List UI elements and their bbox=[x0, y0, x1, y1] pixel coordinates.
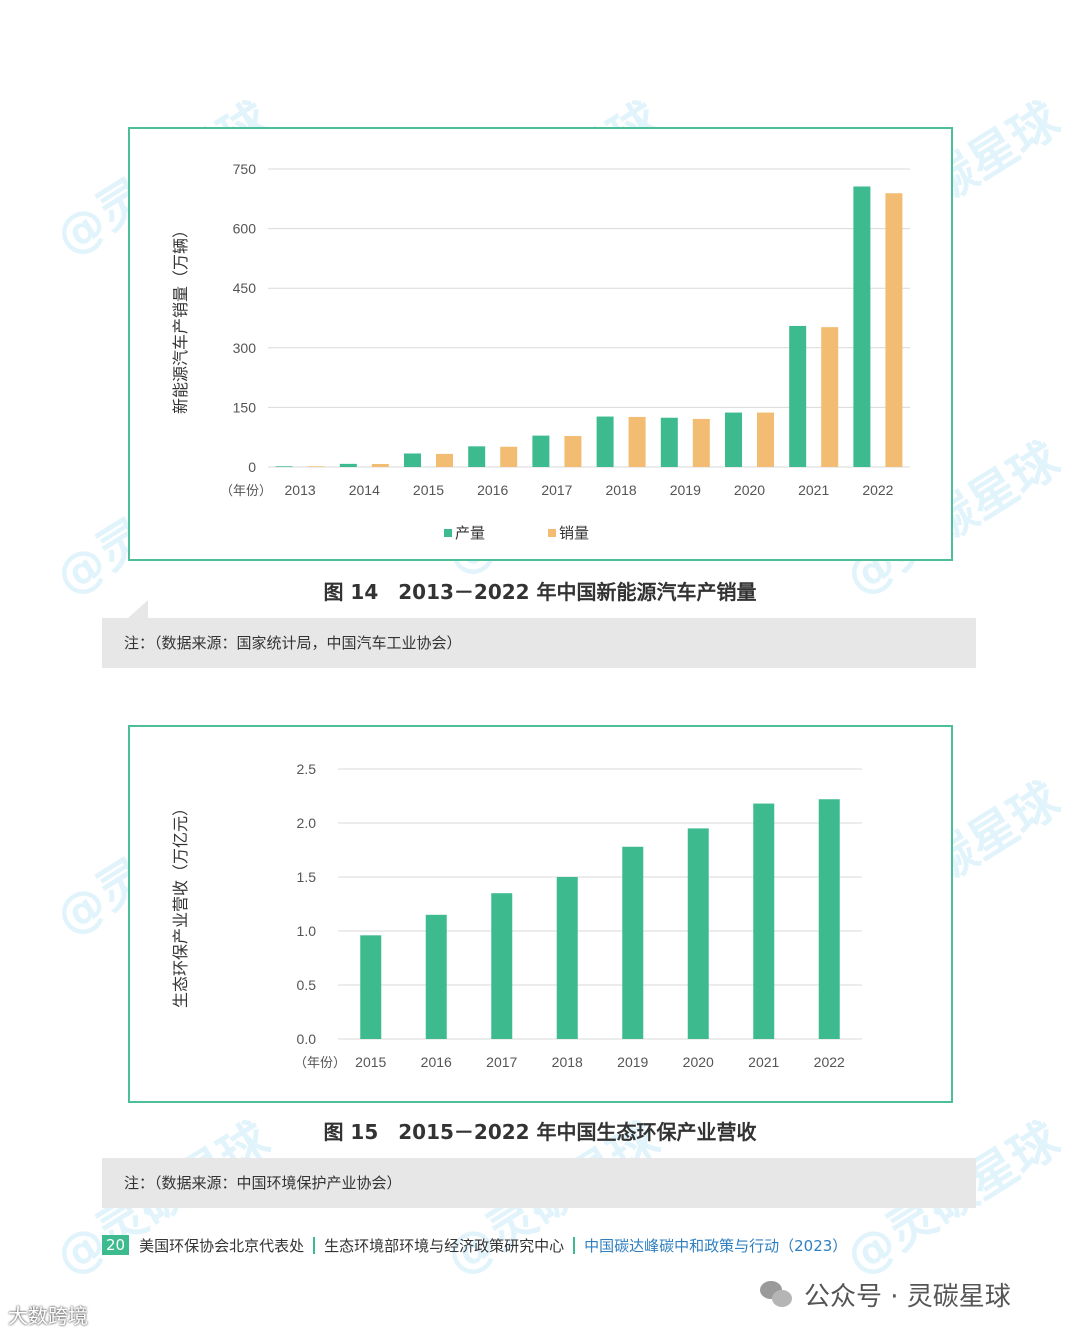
wechat-label: 公众号 · 灵碳星球 bbox=[804, 1282, 1011, 1312]
x-tick-label: 2017 bbox=[541, 482, 572, 498]
x-axis-label: （年份） bbox=[220, 483, 272, 498]
y-tick-label: 600 bbox=[233, 221, 257, 237]
bar bbox=[885, 193, 903, 467]
bar bbox=[371, 464, 389, 467]
bar bbox=[339, 463, 357, 467]
y-tick-label: 300 bbox=[233, 340, 257, 356]
x-tick-label: 2019 bbox=[617, 1054, 648, 1070]
x-tick-label: 2018 bbox=[606, 482, 637, 498]
x-tick-label: 2017 bbox=[486, 1054, 517, 1070]
x-tick-label: 2016 bbox=[477, 482, 508, 498]
x-tick-label: 2018 bbox=[552, 1054, 583, 1070]
bar bbox=[853, 186, 871, 467]
y-tick-label: 1.0 bbox=[297, 923, 317, 939]
bar bbox=[436, 453, 453, 467]
x-tick-label: 2020 bbox=[683, 1054, 714, 1070]
x-tick-label: 2014 bbox=[349, 482, 380, 498]
legend-label: 产量 bbox=[455, 525, 485, 542]
x-tick-label: 2022 bbox=[862, 482, 893, 498]
y-tick-label: 450 bbox=[233, 280, 257, 296]
y-tick-label: 1.5 bbox=[297, 869, 317, 885]
footer-org1: 美国环保协会北京代表处 bbox=[139, 1236, 305, 1255]
legend-swatch bbox=[444, 529, 452, 537]
ev-production-sales-chart: 0 150 300 450 600 750 新能源汽车产销量（万辆） （年份） 2013 2014… bbox=[172, 161, 910, 542]
page-footer: 20 美国环保协会北京代表处 生态环境部环境与经济政策研究中心 中国碳达峰碳中和… bbox=[102, 1233, 847, 1257]
footer-title: 中国碳达峰碳中和政策与行动（2023） bbox=[584, 1236, 848, 1255]
y-tick-label: 150 bbox=[233, 399, 257, 415]
bar bbox=[725, 412, 742, 467]
figure14-note: 注：（数据来源：国家统计局，中国汽车工业协会） bbox=[102, 618, 976, 668]
bar bbox=[532, 435, 550, 467]
y-tick-label: 0.0 bbox=[297, 1031, 317, 1047]
bar bbox=[491, 893, 513, 1039]
x-tick-label: 2021 bbox=[798, 482, 829, 498]
x-tick-label: 2016 bbox=[421, 1054, 452, 1070]
y-tick-label: 2.5 bbox=[297, 761, 317, 777]
bar bbox=[500, 446, 518, 467]
bar bbox=[622, 846, 644, 1039]
x-tick-label: 2015 bbox=[355, 1054, 386, 1070]
bar bbox=[821, 327, 839, 467]
wechat-account: 公众号 · 灵碳星球 bbox=[760, 1276, 1011, 1313]
y-tick-label: 0.5 bbox=[297, 977, 317, 993]
page-number: 20 bbox=[102, 1235, 130, 1255]
y-tick-label: 0 bbox=[248, 459, 256, 475]
x-tick-label: 2022 bbox=[814, 1054, 845, 1070]
bar bbox=[360, 935, 382, 1039]
x-tick-label: 2020 bbox=[734, 482, 765, 498]
y-axis-label: 生态环保产业营收（万亿元） bbox=[172, 800, 190, 1008]
figure14-caption: 图 14 2013－2022 年中国新能源汽车产销量 bbox=[323, 580, 757, 604]
bar bbox=[596, 416, 614, 467]
x-tick-label: 2021 bbox=[748, 1054, 779, 1070]
bar bbox=[628, 416, 646, 467]
y-tick-label: 750 bbox=[233, 161, 257, 177]
brand-corner-logo: 大数跨境 bbox=[8, 1304, 88, 1328]
footer-separator bbox=[573, 1236, 576, 1254]
bar bbox=[564, 436, 582, 467]
bar bbox=[818, 799, 840, 1039]
bar bbox=[789, 325, 807, 467]
note-tab bbox=[128, 600, 148, 618]
bar bbox=[660, 417, 678, 467]
x-tick-label: 2019 bbox=[670, 482, 701, 498]
wechat-icon bbox=[760, 1280, 794, 1309]
x-axis-label: （年份） bbox=[294, 1055, 346, 1070]
bar bbox=[468, 446, 486, 467]
y-axis-label: 新能源汽车产销量（万辆） bbox=[172, 222, 190, 414]
y-tick-label: 2.0 bbox=[297, 815, 317, 831]
figure15-note: 注：（数据来源：中国环境保护产业协会） bbox=[102, 1158, 976, 1208]
bar bbox=[757, 412, 774, 467]
legend-swatch bbox=[548, 529, 556, 537]
bar bbox=[687, 828, 709, 1039]
bar bbox=[753, 803, 775, 1039]
bar bbox=[425, 914, 447, 1039]
footer-org2: 生态环境部环境与经济政策研究中心 bbox=[324, 1236, 565, 1255]
chart-frame-eco: 0.0 0.5 1.0 1.5 2.0 2.5 生态环保产业营收（万亿元） （年份） 2015 2… bbox=[128, 725, 953, 1103]
chart-frame-ev: 0 150 300 450 600 750 新能源汽车产销量（万辆） （年份） 2013 2014… bbox=[128, 127, 953, 561]
x-tick-label: 2015 bbox=[413, 482, 444, 498]
figure15-caption: 图 15 2015－2022 年中国生态环保产业营收 bbox=[323, 1120, 757, 1144]
legend-label: 销量 bbox=[559, 525, 589, 542]
eco-industry-revenue-chart: 0.0 0.5 1.0 1.5 2.0 2.5 生态环保产业营收（万亿元） （年份） 2015 2… bbox=[172, 761, 862, 1070]
footer-separator bbox=[313, 1236, 316, 1254]
bar bbox=[692, 418, 710, 467]
x-tick-label: 2013 bbox=[285, 482, 316, 498]
bar bbox=[275, 466, 293, 467]
bar bbox=[404, 453, 421, 467]
bar bbox=[556, 877, 578, 1039]
bar bbox=[307, 466, 325, 467]
